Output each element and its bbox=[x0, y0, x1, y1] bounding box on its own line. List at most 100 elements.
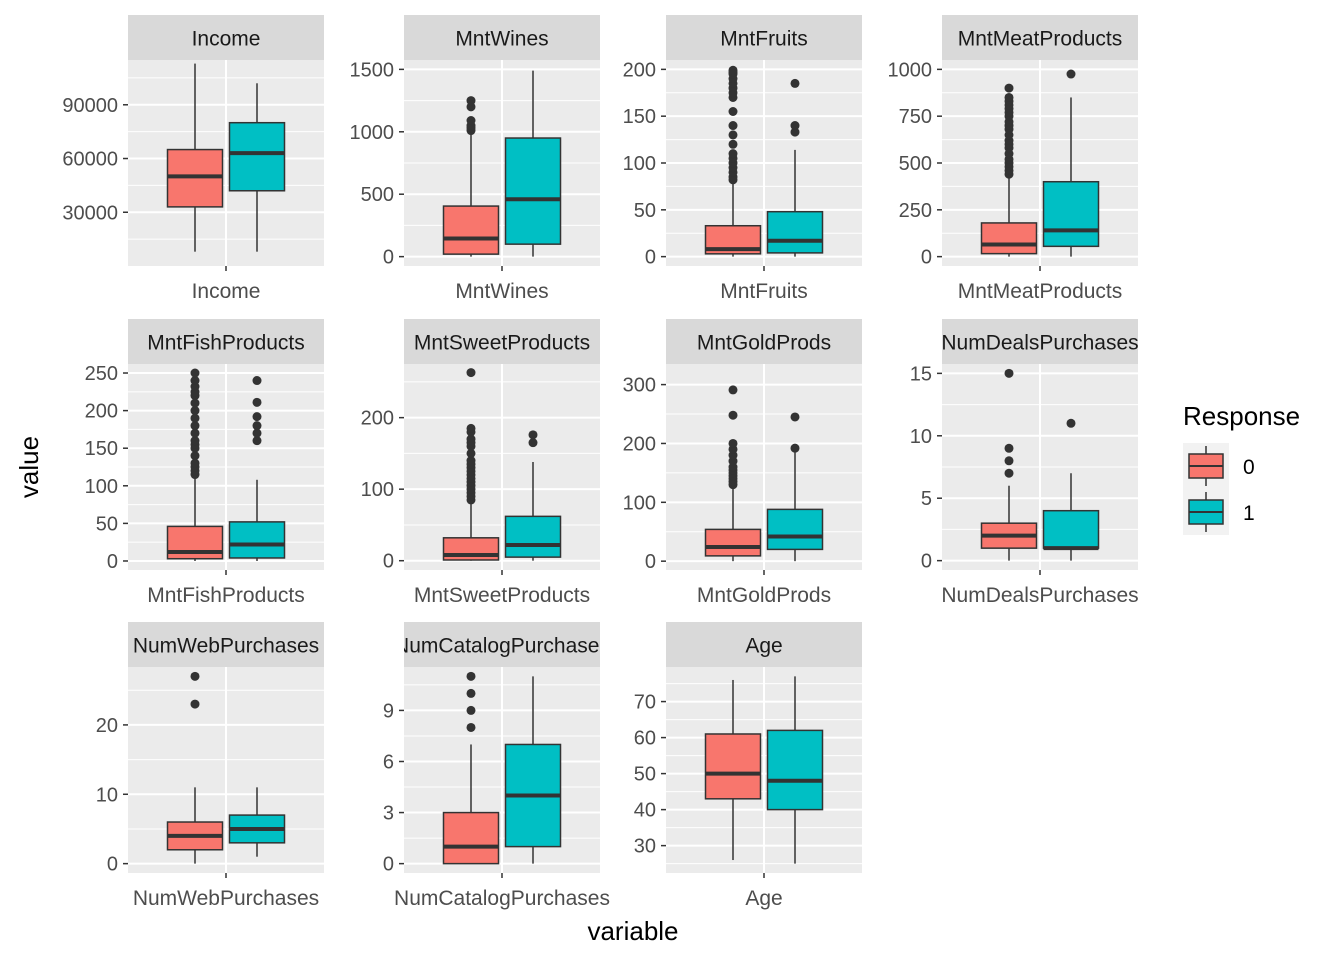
facet-MntMeatProducts: MntMeatProducts 0 250 500 750 1000 MntMeatProd… bbox=[888, 15, 1138, 303]
y-tick-label: 50 bbox=[634, 764, 656, 786]
box-response-1 bbox=[228, 787, 286, 857]
y-tick-label: 250 bbox=[85, 363, 118, 385]
outlier-point bbox=[728, 121, 738, 131]
box-response-0 bbox=[704, 65, 762, 257]
y-tick-label: 6 bbox=[383, 751, 394, 773]
outlier-point bbox=[790, 78, 800, 88]
outlier-point bbox=[1004, 83, 1014, 93]
outlier-point bbox=[790, 412, 800, 422]
facet-MntGoldProds: MntGoldProds 0 100 200 300 MntGoldProds bbox=[623, 319, 862, 607]
outlier-point bbox=[728, 410, 738, 420]
facet-MntSweetProducts: MntSweetProducts 0 100 200 MntSweetProducts bbox=[361, 319, 600, 607]
outlier-point bbox=[790, 127, 800, 137]
outlier-point bbox=[728, 130, 738, 140]
outlier-point bbox=[252, 428, 262, 438]
y-tick-label: 0 bbox=[383, 854, 394, 876]
y-tick-label: 90000 bbox=[62, 95, 118, 117]
box-response-0 bbox=[980, 368, 1038, 561]
outlier-point bbox=[728, 385, 738, 395]
y-tick-label: 200 bbox=[623, 59, 656, 81]
outlier-point bbox=[190, 671, 200, 681]
y-tick-label: 100 bbox=[623, 492, 656, 514]
facet-Age: Age 30 40 50 60 70 Age bbox=[634, 622, 862, 910]
y-tick-label: 200 bbox=[361, 408, 394, 430]
box-iqr bbox=[1042, 509, 1100, 549]
outlier-point bbox=[190, 398, 200, 408]
facet-strip bbox=[666, 622, 862, 667]
box-response-0 bbox=[704, 679, 762, 861]
outlier-point bbox=[1004, 456, 1014, 466]
outlier-point bbox=[190, 699, 200, 709]
facet-strip bbox=[942, 319, 1138, 364]
outlier-point bbox=[466, 102, 476, 112]
facet-strip bbox=[404, 15, 600, 60]
legend-label: 0 bbox=[1243, 456, 1255, 479]
outlier-point bbox=[190, 413, 200, 423]
box-response-1 bbox=[504, 430, 562, 561]
facet-NumCatalogPurchases: NumCatalogPurchases0369NumCatalogPurchas… bbox=[383, 622, 610, 910]
y-tick-label: 500 bbox=[361, 184, 394, 206]
outlier-point bbox=[1004, 92, 1014, 102]
y-tick-label: 0 bbox=[921, 247, 932, 269]
box-response-0 bbox=[980, 83, 1038, 257]
facet-MntFishProducts: MntFishProducts 0 50 100 150 200 250 MntFishPro… bbox=[85, 319, 324, 607]
x-tick-label: MntMeatProducts bbox=[958, 280, 1123, 303]
outlier-point bbox=[466, 434, 476, 444]
outlier-point bbox=[728, 65, 738, 75]
y-tick-label: 50 bbox=[96, 513, 118, 535]
box-response-1 bbox=[228, 83, 286, 252]
y-tick-label: 0 bbox=[921, 551, 932, 573]
outlier-point bbox=[252, 412, 262, 422]
y-tick-label: 70 bbox=[634, 692, 656, 714]
box-iqr bbox=[704, 528, 762, 557]
outlier-point bbox=[466, 722, 476, 732]
outlier-point bbox=[190, 376, 200, 386]
y-tick-label: 1000 bbox=[350, 122, 395, 144]
y-tick-label: 200 bbox=[85, 401, 118, 423]
x-tick-label: Age bbox=[745, 887, 782, 910]
outlier-point bbox=[1066, 418, 1076, 428]
box-response-1 bbox=[1042, 418, 1100, 561]
y-tick-label: 0 bbox=[645, 247, 656, 269]
outlier-point bbox=[466, 116, 476, 126]
box-response-0 bbox=[166, 368, 224, 561]
box-iqr bbox=[1042, 180, 1100, 248]
box-iqr bbox=[228, 521, 286, 559]
x-tick-label: NumDealsPurchases bbox=[941, 584, 1138, 607]
outlier-point bbox=[466, 456, 476, 466]
outlier-point bbox=[728, 139, 738, 149]
outlier-point bbox=[1004, 468, 1014, 478]
box-response-0 bbox=[704, 385, 762, 562]
x-tick-label: MntGoldProds bbox=[697, 584, 831, 607]
outlier-point bbox=[1004, 443, 1014, 453]
x-tick-label: Income bbox=[192, 280, 261, 303]
outlier-point bbox=[466, 368, 476, 378]
outlier-point bbox=[466, 448, 476, 458]
outlier-point bbox=[252, 436, 262, 446]
y-tick-label: 150 bbox=[623, 106, 656, 128]
outlier-point bbox=[466, 96, 476, 106]
facet-title: Income bbox=[192, 28, 261, 51]
y-tick-label: 5 bbox=[921, 488, 932, 510]
outlier-point bbox=[190, 451, 200, 461]
facet-title: MntGoldProds bbox=[697, 332, 831, 355]
box-response-1 bbox=[504, 70, 562, 257]
box-iqr bbox=[980, 222, 1038, 255]
box-response-1 bbox=[766, 676, 824, 864]
legend: Response 0 1 bbox=[1183, 401, 1300, 535]
box-iqr bbox=[766, 729, 824, 811]
outlier-point bbox=[190, 406, 200, 416]
box-iqr bbox=[766, 508, 824, 551]
y-tick-label: 3 bbox=[383, 803, 394, 825]
box-iqr bbox=[504, 137, 562, 245]
facet-title: NumDealsPurchases bbox=[941, 332, 1138, 355]
y-tick-label: 200 bbox=[623, 433, 656, 455]
y-tick-label: 30000 bbox=[62, 202, 118, 224]
outlier-point bbox=[1004, 368, 1014, 378]
y-tick-label: 20 bbox=[96, 715, 118, 737]
y-tick-label: 250 bbox=[899, 200, 932, 222]
x-tick-label: NumCatalogPurchases bbox=[394, 887, 610, 910]
box-iqr bbox=[704, 733, 762, 800]
x-tick-label: MntFruits bbox=[720, 280, 808, 303]
